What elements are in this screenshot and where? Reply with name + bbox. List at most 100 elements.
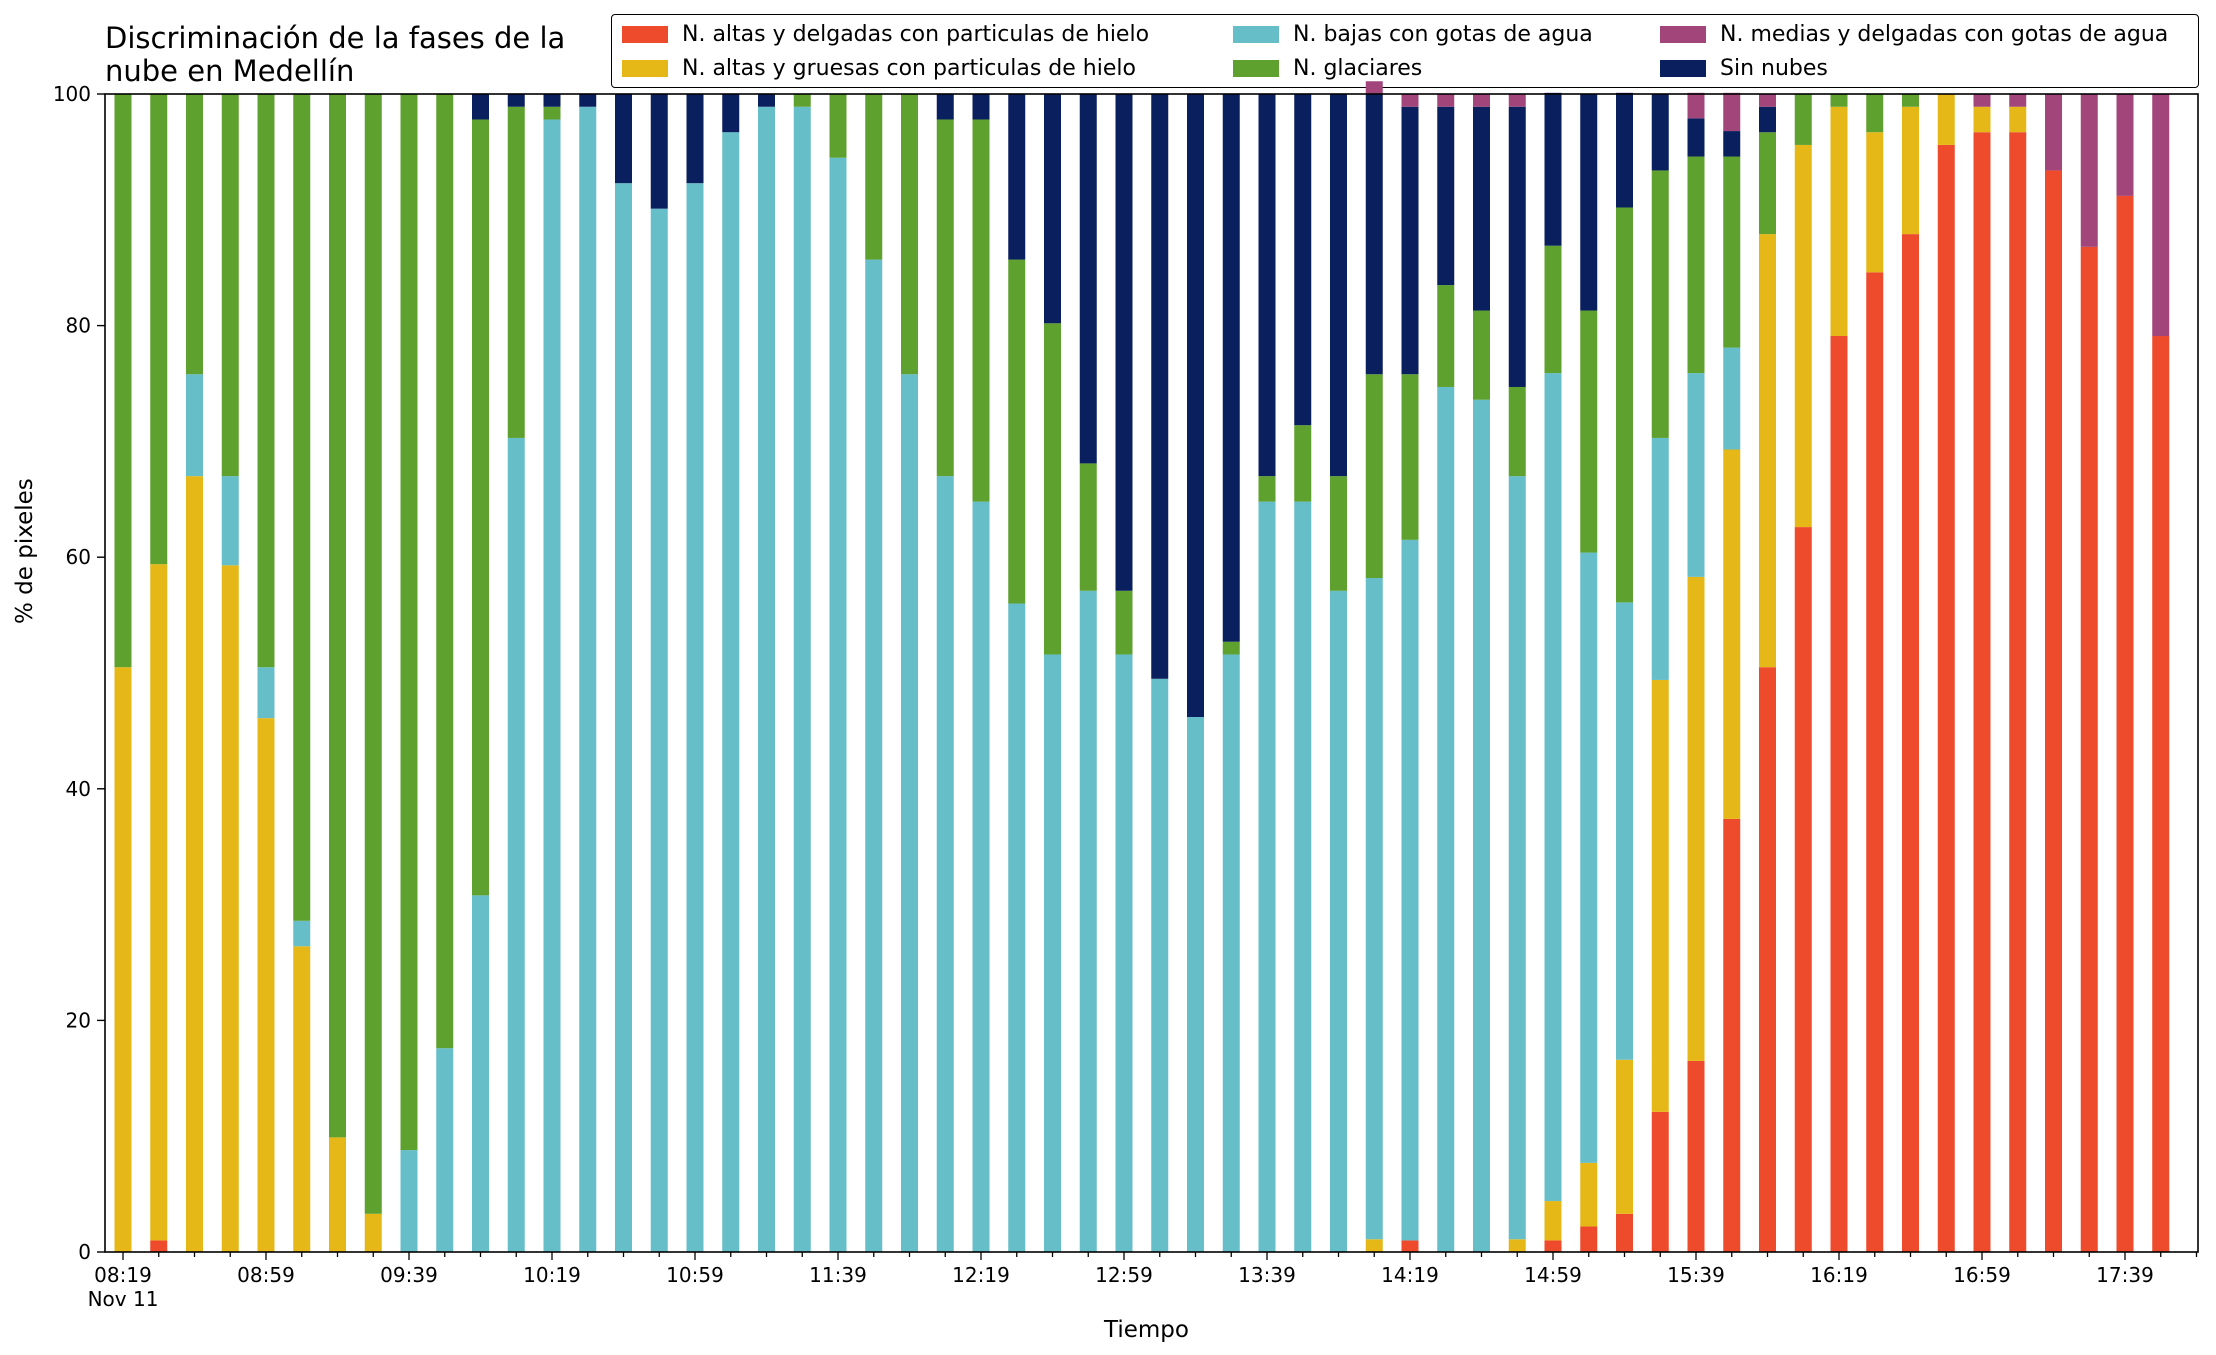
bar-segment — [1580, 94, 1598, 311]
bar-segment — [1008, 94, 1026, 260]
bar-segment — [1473, 106, 1490, 311]
bar-segment — [1401, 1240, 1419, 1252]
legend-label: N. glaciares — [1293, 55, 1423, 81]
legend-item: N. altas y delgadas con particulas de hi… — [622, 19, 1149, 49]
x-tick-label: 08:59 — [237, 1263, 295, 1287]
bar-segment — [1687, 373, 1705, 577]
bar-segment — [543, 106, 561, 120]
bar-segment — [1437, 285, 1455, 387]
bar-segment — [1508, 386, 1526, 477]
x-tick-label: 14:59 — [1524, 1263, 1582, 1287]
bar-segment — [1294, 425, 1312, 502]
x-tick-label: 08:19 Nov 11 — [88, 1263, 159, 1311]
x-tick-label: 17:39 — [2096, 1263, 2154, 1287]
legend-swatch — [1233, 25, 1279, 43]
bar-segment — [1651, 170, 1669, 438]
x-tick-label-line: 08:19 — [94, 1263, 152, 1287]
bar-segment — [1866, 132, 1884, 273]
bar-segment — [1759, 106, 1776, 133]
bar-segment — [1794, 527, 1812, 1252]
bar-segment — [1437, 94, 1455, 107]
bar-segment — [579, 94, 597, 107]
bar-segment — [186, 374, 203, 477]
bar-segment — [1580, 1226, 1598, 1252]
bar-segment — [1723, 347, 1741, 450]
bar-segment — [1687, 156, 1705, 374]
bar-segment — [1723, 818, 1741, 1252]
legend-item: N. medias y delgadas con gotas de agua — [1660, 19, 2168, 49]
bar-segment — [1508, 1239, 1526, 1252]
bar-segment — [1187, 94, 1204, 717]
bar-segment — [1651, 94, 1669, 171]
bar-segment — [1723, 131, 1741, 157]
x-tick-label-line: 16:59 — [1953, 1263, 2011, 1287]
bar-segment — [1437, 106, 1455, 286]
bar-segment — [329, 1137, 346, 1252]
legend-swatch — [1660, 25, 1706, 43]
y-tick-label: 40 — [66, 777, 91, 801]
bar-segment — [507, 94, 525, 107]
bar-segment — [1937, 94, 1955, 145]
bar-segment — [2009, 132, 2027, 1253]
bar-segment — [1437, 386, 1455, 1253]
bar-segment — [221, 476, 239, 566]
bar-segment — [1151, 678, 1169, 1252]
bar-segment — [436, 1048, 454, 1252]
bar-segment — [865, 94, 883, 260]
bar-segment — [1544, 1201, 1562, 1241]
bar-segment — [329, 94, 346, 1138]
bar-segment — [793, 106, 811, 1253]
bar-segment — [1687, 92, 1705, 119]
bar-segment — [1365, 578, 1383, 1240]
bar-segment — [1794, 144, 1812, 528]
bar-segment — [1258, 94, 1276, 477]
x-tick-label: 13:39 — [1238, 1263, 1296, 1287]
bar-segment — [221, 565, 239, 1252]
bar-segment — [1687, 118, 1705, 157]
bar-segment — [865, 259, 883, 1253]
x-tick-label-line: 10:19 — [523, 1263, 581, 1287]
bar-segment — [150, 564, 168, 1241]
bar-segment — [472, 94, 489, 120]
bar-segment — [114, 94, 132, 668]
bar-segment — [579, 106, 597, 1253]
bar-segment — [1544, 373, 1562, 1202]
bar-segment — [1044, 654, 1061, 1252]
bar-segment — [1508, 94, 1526, 107]
bar-segment — [1365, 374, 1383, 579]
bar-segment — [1473, 94, 1490, 107]
bar-segment — [1222, 654, 1240, 1252]
y-tick-label: 100 — [53, 82, 91, 106]
bar-segment — [1937, 144, 1955, 1253]
bar-segment — [221, 94, 239, 477]
bar-segment — [1544, 245, 1562, 374]
bar-segment — [1115, 94, 1133, 591]
bar-segment — [293, 946, 311, 1252]
bar-segment — [2080, 94, 2098, 247]
bar-segment — [686, 183, 704, 1252]
bar-segment — [543, 119, 561, 1253]
bar-segment — [650, 208, 668, 1252]
x-axis-label: Tiempo — [1104, 1317, 1189, 1343]
bar-segment — [364, 1213, 382, 1252]
bar-segment — [1473, 310, 1490, 400]
bar-segment — [650, 94, 668, 209]
legend-swatch — [622, 25, 668, 43]
bar-segment — [758, 106, 775, 1253]
bar-segment — [2045, 170, 2062, 1253]
bar-segment — [793, 94, 811, 107]
legend-item: N. bajas con gotas de agua — [1233, 19, 1593, 49]
bar-segment — [1759, 667, 1776, 1252]
x-tick-label-line: 09:39 — [380, 1263, 438, 1287]
bar-segment — [1723, 156, 1741, 348]
bar-segment — [1651, 437, 1669, 680]
bar-segment — [1079, 590, 1097, 1252]
x-tick-label-line: 10:59 — [666, 1263, 724, 1287]
y-tick-label: 60 — [66, 545, 91, 569]
bar-segment — [1330, 476, 1347, 591]
bar-segment — [2116, 94, 2134, 196]
bar-segment — [1294, 94, 1312, 426]
bar-segment — [1866, 94, 1884, 133]
bar-segment — [1580, 1162, 1598, 1227]
